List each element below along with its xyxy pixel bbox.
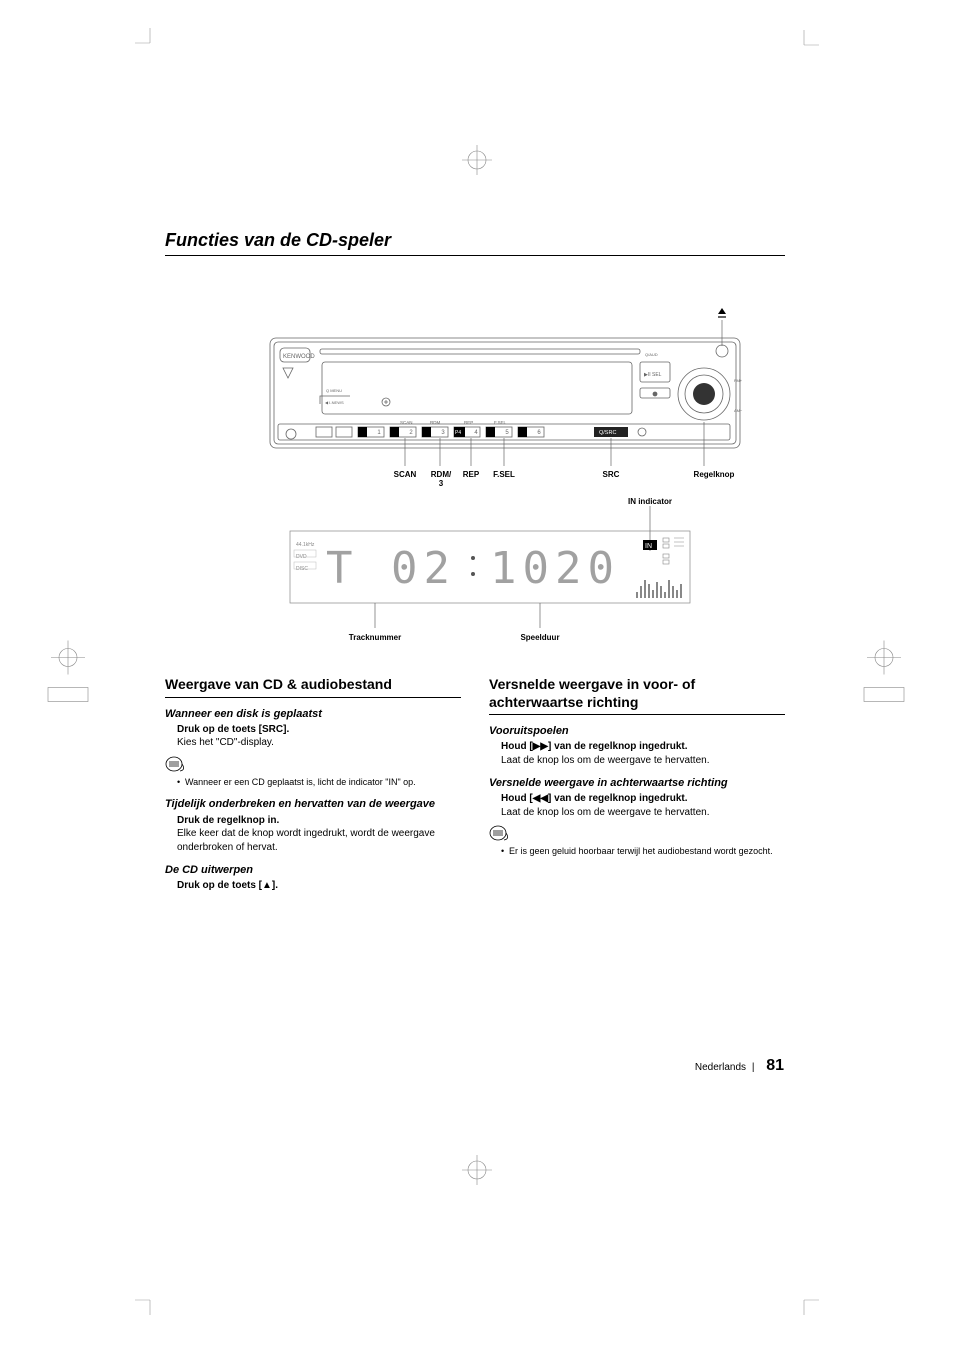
footer-page: 81	[766, 1057, 784, 1074]
svg-text:F.SEL: F.SEL	[494, 420, 507, 425]
crop-mark-icon	[799, 1295, 819, 1320]
svg-text:5: 5	[505, 430, 509, 436]
body-ff: Laat de knop los om de weergave te herva…	[501, 754, 785, 768]
sub-tijdelijk: Tijdelijk onderbreken en hervatten van d…	[165, 798, 461, 811]
svg-text:FM+: FM+	[734, 378, 743, 383]
svg-text:2: 2	[409, 430, 413, 436]
svg-text:T 02: T 02	[326, 543, 456, 594]
device-diagram: KENWOOD ▶II SEL	[165, 296, 785, 661]
svg-text:Q/SRC: Q/SRC	[599, 430, 616, 436]
right-column: Versnelde weergave in voor- of achterwaa…	[489, 676, 785, 893]
label-scan: SCAN	[394, 470, 417, 479]
registration-mark-icon	[854, 633, 914, 718]
crop-mark-icon	[135, 28, 155, 53]
svg-text:6: 6	[537, 430, 541, 436]
step-ff: Houd [▶▶] van de regelknop ingedrukt.	[501, 740, 785, 754]
svg-text:44.1kHz: 44.1kHz	[296, 542, 315, 548]
svg-text:P4: P4	[455, 430, 461, 436]
label-tracknummer: Tracknummer	[349, 633, 401, 642]
page-title: Functies van de CD-speler	[165, 230, 785, 256]
svg-text:▶II SEL: ▶II SEL	[644, 372, 662, 378]
note-icon	[489, 825, 511, 841]
page-footer: Nederlands | 81	[695, 1057, 784, 1075]
registration-mark-icon	[462, 1155, 492, 1190]
step-regelknop: Druk de regelknop in.	[177, 814, 461, 828]
crop-mark-icon	[135, 1295, 155, 1320]
sub-wanneer: Wanneer een disk is geplaatst	[165, 708, 461, 721]
label-speelduur: Speelduur	[520, 633, 559, 642]
body-elke: Elke keer dat de knop wordt ingedrukt, w…	[177, 827, 461, 854]
svg-text:4: 4	[474, 430, 478, 436]
label-src: SRC	[603, 470, 620, 479]
heading-versnelde: Versnelde weergave in voor- of achterwaa…	[489, 676, 785, 715]
label-rdm3: 3	[439, 479, 444, 488]
svg-text:AM−: AM−	[734, 408, 743, 413]
label-fsel: F.SEL	[493, 470, 515, 479]
svg-text:KENWOOD: KENWOOD	[283, 354, 315, 360]
heading-weergave: Weergave van CD & audiobestand	[165, 676, 461, 698]
step-rw: Houd [◀◀] van de regelknop ingedrukt.	[501, 792, 785, 806]
left-column: Weergave van CD & audiobestand Wanneer e…	[165, 676, 461, 893]
label-rep: REP	[463, 470, 480, 479]
registration-mark-icon	[462, 145, 492, 180]
sub-achter: Versnelde weergave in achterwaartse rich…	[489, 777, 785, 790]
registration-mark-icon	[38, 633, 98, 718]
svg-text:Q MENU: Q MENU	[326, 388, 342, 393]
svg-text:◀ I-NEWS: ◀ I-NEWS	[325, 400, 344, 405]
label-in-indicator: IN indicator	[628, 497, 672, 506]
body-cd: Kies het "CD"-display.	[177, 736, 461, 750]
svg-text:IN: IN	[645, 543, 652, 550]
sub-uitwerpen: De CD uitwerpen	[165, 864, 461, 877]
svg-text:RDM: RDM	[430, 420, 440, 425]
label-rdm: RDM/	[431, 470, 452, 479]
step-eject: Druk op de toets [▲].	[177, 879, 461, 893]
body-rw: Laat de knop los om de weergave te herva…	[501, 806, 785, 820]
svg-text:REP: REP	[464, 420, 473, 425]
sub-vooruit: Vooruitspoelen	[489, 725, 785, 738]
note-icon	[165, 756, 187, 772]
label-knob: Regelknop	[694, 470, 735, 479]
note-geluid: Er is geen geluid hoorbaar terwijl het a…	[501, 846, 785, 858]
crop-mark-icon	[799, 30, 819, 55]
svg-text:1: 1	[377, 430, 381, 436]
svg-text:Q/AUD: Q/AUD	[645, 352, 658, 357]
svg-text:3: 3	[441, 430, 445, 436]
svg-text:SCAN: SCAN	[400, 420, 413, 425]
step-src: Druk op de toets [SRC].	[177, 723, 461, 737]
note-in: Wanneer er een CD geplaatst is, licht de…	[177, 777, 461, 789]
svg-text:1020: 1020	[490, 543, 620, 594]
footer-lang: Nederlands	[695, 1062, 746, 1073]
